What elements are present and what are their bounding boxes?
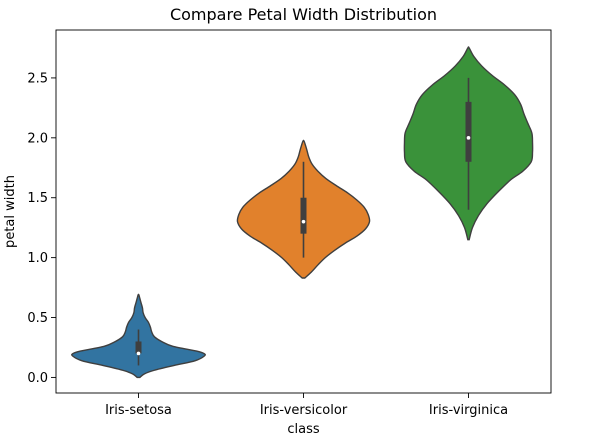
- x-tick-label: Iris-versicolor: [260, 403, 348, 418]
- violin-median-point: [136, 351, 141, 356]
- y-tick-label: 1.5: [27, 191, 48, 206]
- x-tick-label: Iris-virginica: [429, 403, 508, 418]
- violin-iris-virginica: [403, 46, 534, 241]
- violin-median-point: [301, 219, 306, 224]
- violins-layer: [71, 46, 534, 379]
- y-tick-label: 2.5: [27, 71, 48, 86]
- violin-iris-versicolor: [236, 139, 371, 279]
- y-axis: 0.0 0.5 1.0 1.5 2.0 2.5: [27, 71, 56, 386]
- chart-title: Compare Petal Width Distribution: [170, 5, 437, 24]
- y-tick-label: 0.0: [27, 371, 48, 386]
- violin-median-point: [466, 136, 471, 140]
- violin-iqr-box: [135, 341, 142, 354]
- y-tick-label: 1.0: [27, 251, 48, 266]
- violin-iqr-box: [465, 101, 472, 162]
- violin-iris-setosa: [71, 293, 206, 379]
- x-axis: Iris-setosa Iris-versicolor Iris-virginica: [105, 393, 508, 418]
- x-axis-label: class: [287, 422, 319, 437]
- y-tick-label: 2.0: [27, 131, 48, 146]
- plot-frame: [55, 29, 552, 394]
- y-axis-label: petal width: [3, 175, 18, 248]
- y-tick-label: 0.5: [27, 311, 48, 326]
- x-tick-label: Iris-setosa: [105, 403, 172, 418]
- violin-iqr-box: [300, 197, 307, 234]
